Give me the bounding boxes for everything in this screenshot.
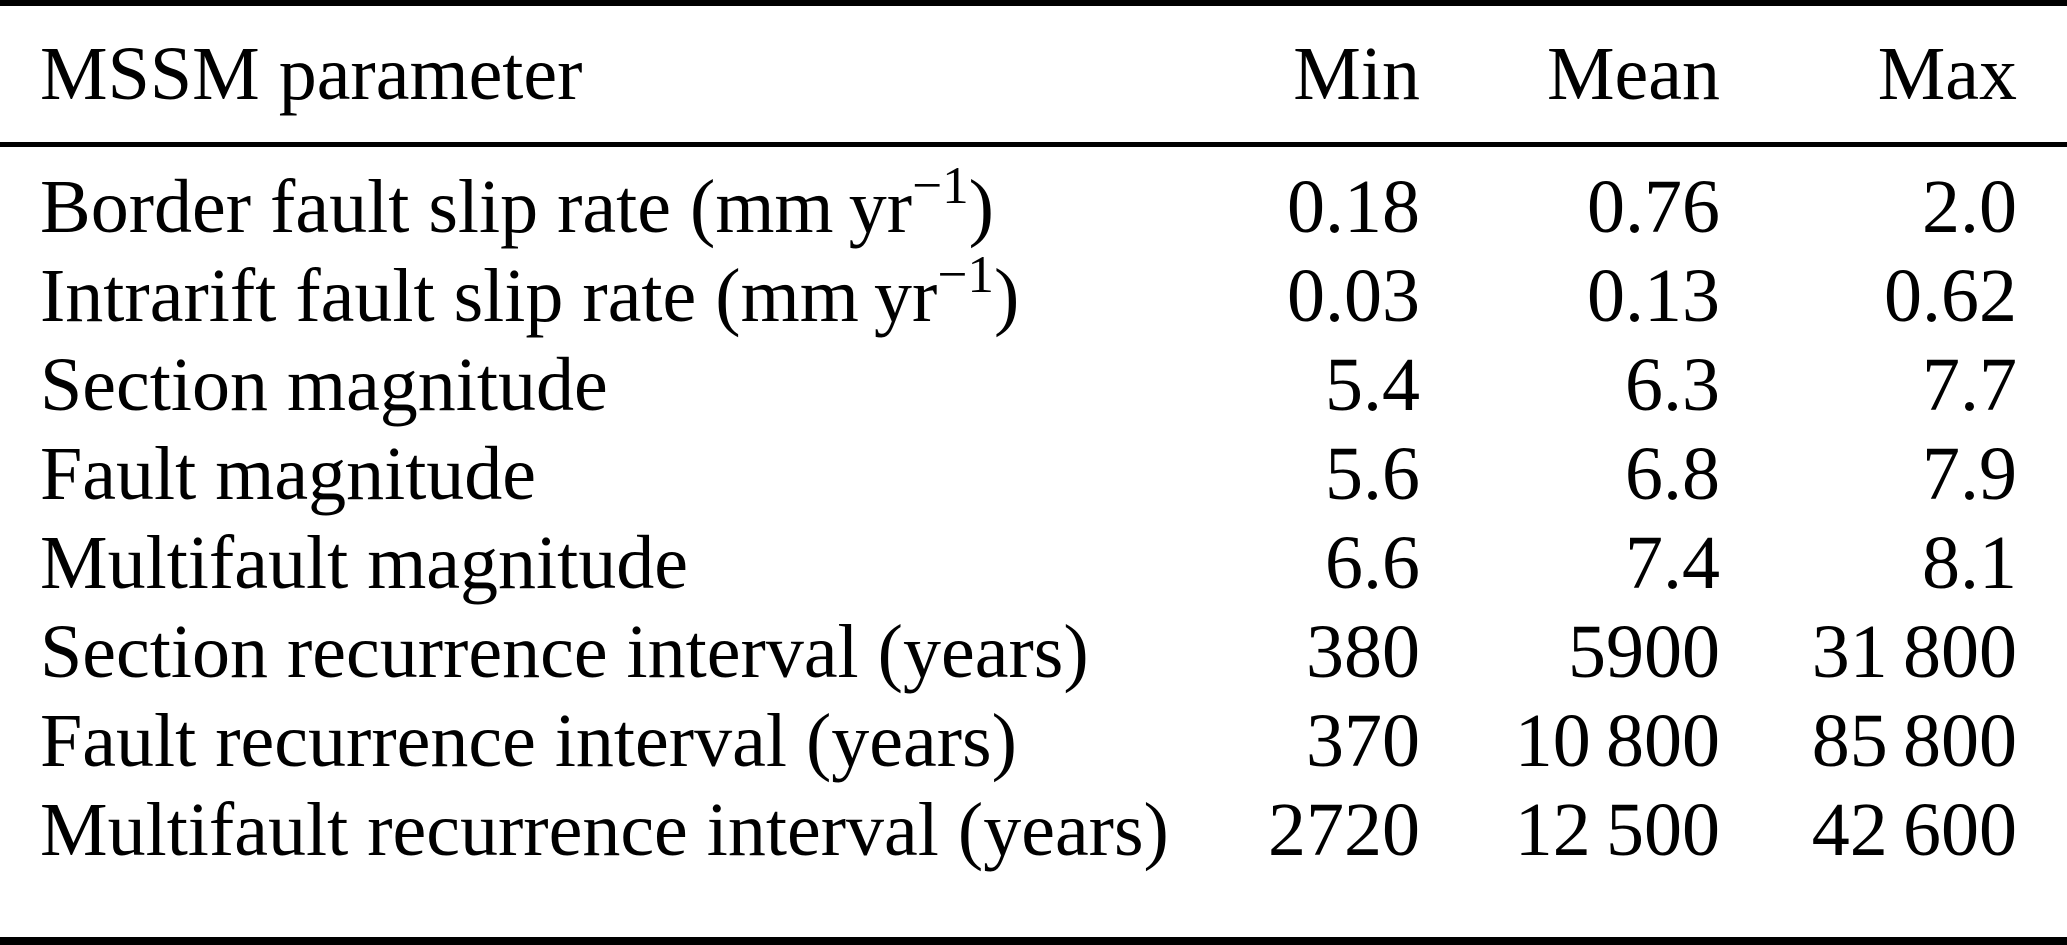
- cell-mean: 7.4: [1625, 521, 1720, 605]
- cell-max: 2.0: [1922, 165, 2017, 249]
- cell-min: 6.6: [1325, 521, 1420, 605]
- row-label-text: Section recurrence interval (years): [40, 610, 1089, 694]
- col-header-mean: Mean: [1546, 31, 1720, 116]
- cell-mean: 12 500: [1514, 788, 1720, 872]
- table-header-row: MSSM parameter Min Mean Max: [0, 6, 2067, 142]
- col-header-min: Min: [1293, 31, 1420, 116]
- cell-min: 5.4: [1325, 343, 1420, 427]
- col-header-max: Max: [1877, 31, 2017, 116]
- cell-min: 0.03: [1287, 254, 1420, 338]
- cell-max: 8.1: [1922, 521, 2017, 605]
- table-row-fault-magnitude: Fault magnitude 5.6 6.8 7.9: [0, 430, 2067, 519]
- cell-min: 380: [1306, 610, 1420, 694]
- row-label-text: Border fault slip rate (mm yr: [40, 165, 913, 249]
- table-mid-rule: [0, 142, 2067, 147]
- row-label-superscript: −1: [912, 155, 969, 215]
- cell-mean: 0.76: [1587, 165, 1720, 249]
- row-label-text: Section magnitude: [40, 343, 608, 427]
- row-label-tail: ): [968, 165, 994, 249]
- row-label-text: Multifault recurrence interval (years): [40, 788, 1169, 872]
- cell-mean: 6.3: [1625, 343, 1720, 427]
- row-label-text: Multifault magnitude: [40, 521, 689, 605]
- cell-max: 7.9: [1922, 432, 2017, 516]
- cell-min: 5.6: [1325, 432, 1420, 516]
- table-body: Border fault slip rate (mm yr−1) 0.18 0.…: [0, 147, 2067, 875]
- table-row-fault-recurrence-interval: Fault recurrence interval (years) 370 10…: [0, 697, 2067, 786]
- row-label-superscript: −1: [937, 244, 994, 304]
- row-label: Intrarift fault slip rate (mm yr−1): [40, 245, 1120, 340]
- table-row-section-recurrence-interval: Section recurrence interval (years) 380 …: [0, 608, 2067, 697]
- cell-max: 0.62: [1884, 254, 2017, 338]
- cell-mean: 6.8: [1625, 432, 1720, 516]
- table-bottom-rule: [0, 937, 2067, 945]
- table-top-rule: [0, 0, 2067, 6]
- cell-min: 0.18: [1287, 165, 1420, 249]
- row-label: Fault magnitude: [40, 431, 1120, 518]
- cell-max: 85 800: [1811, 699, 2017, 783]
- cell-mean: 0.13: [1587, 254, 1720, 338]
- cell-max: 31 800: [1811, 610, 2017, 694]
- table-row-intrarift-fault-slip-rate: Intrarift fault slip rate (mm yr−1) 0.03…: [0, 245, 2067, 341]
- cell-min: 370: [1306, 699, 1420, 783]
- cell-max: 42 600: [1811, 788, 2017, 872]
- row-label: Border fault slip rate (mm yr−1): [40, 156, 1120, 251]
- row-label: Multifault recurrence interval (years): [40, 787, 1169, 874]
- row-label-text: Fault magnitude: [40, 432, 537, 516]
- table-row-multifault-magnitude: Multifault magnitude 6.6 7.4 8.1: [0, 519, 2067, 608]
- cell-mean: 10 800: [1514, 699, 1720, 783]
- row-label-tail: ): [993, 254, 1020, 338]
- col-header-parameter: MSSM parameter: [40, 31, 583, 116]
- table-row-multifault-recurrence-interval: Multifault recurrence interval (years) 2…: [0, 786, 2067, 875]
- row-label-text: Fault recurrence interval (years): [40, 699, 1017, 783]
- row-label: Multifault magnitude: [40, 520, 1120, 607]
- row-label: Section magnitude: [40, 342, 1120, 429]
- table-row-border-fault-slip-rate: Border fault slip rate (mm yr−1) 0.18 0.…: [0, 156, 2067, 252]
- row-label-text: Intrarift fault slip rate (mm yr: [40, 254, 938, 338]
- row-label: Section recurrence interval (years): [40, 609, 1120, 696]
- cell-mean: 5900: [1568, 610, 1720, 694]
- cell-min: 2720: [1268, 788, 1420, 872]
- cell-max: 7.7: [1922, 343, 2017, 427]
- table-row-section-magnitude: Section magnitude 5.4 6.3 7.7: [0, 341, 2067, 430]
- row-label: Fault recurrence interval (years): [40, 698, 1120, 785]
